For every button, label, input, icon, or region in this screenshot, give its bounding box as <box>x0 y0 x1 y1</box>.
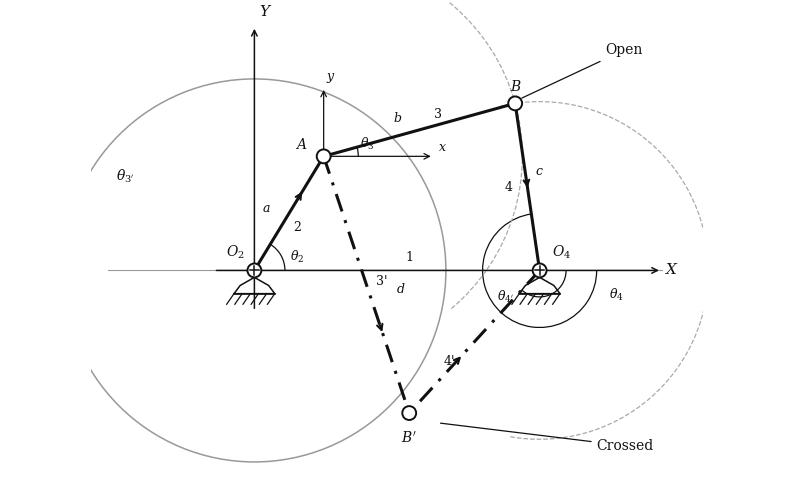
Text: a: a <box>263 202 271 215</box>
Text: $\theta_3$: $\theta_3$ <box>360 136 374 152</box>
Text: $\theta_4$: $\theta_4$ <box>609 287 623 303</box>
Text: y: y <box>327 70 334 83</box>
Text: B: B <box>510 80 520 94</box>
Circle shape <box>403 406 416 420</box>
Circle shape <box>533 264 546 278</box>
Text: b: b <box>393 112 401 124</box>
Text: Crossed: Crossed <box>441 423 654 452</box>
Text: $\theta_2$: $\theta_2$ <box>291 248 305 265</box>
Text: $B'$: $B'$ <box>401 431 417 446</box>
Circle shape <box>248 264 261 278</box>
Text: 3': 3' <box>376 274 387 287</box>
Text: 1: 1 <box>405 250 413 264</box>
Text: Y: Y <box>260 6 269 20</box>
Text: d: d <box>397 283 405 296</box>
Text: A: A <box>295 138 306 152</box>
Text: Open: Open <box>522 44 642 98</box>
Text: c: c <box>535 166 542 178</box>
Text: $O_2$: $O_2$ <box>226 244 245 260</box>
Text: x: x <box>439 141 446 154</box>
Circle shape <box>508 96 522 110</box>
Text: $\theta_{3'}$: $\theta_{3'}$ <box>116 168 134 185</box>
Text: 4: 4 <box>504 181 513 194</box>
Text: 4': 4' <box>444 354 455 368</box>
Text: 2: 2 <box>293 222 301 234</box>
Text: 3: 3 <box>434 108 442 120</box>
Text: $O_4$: $O_4$ <box>552 244 571 260</box>
Text: $\theta_{4'}$: $\theta_{4'}$ <box>497 290 514 306</box>
Text: X: X <box>666 264 676 278</box>
Circle shape <box>317 150 330 164</box>
